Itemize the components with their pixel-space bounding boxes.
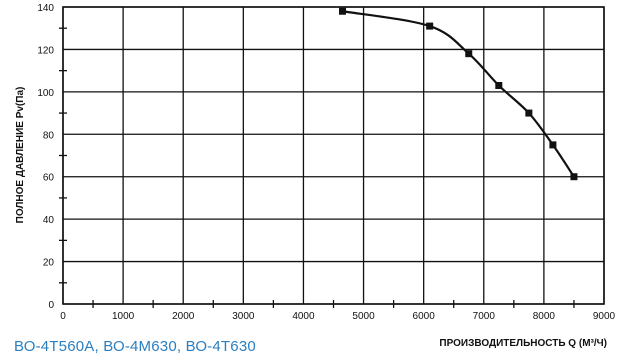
x-tick-label: 3000 bbox=[232, 311, 255, 322]
x-tick-label: 9000 bbox=[593, 311, 616, 322]
grid-lines bbox=[62, 6, 605, 305]
x-tick-label: 2000 bbox=[172, 311, 195, 322]
y-tick-label: 60 bbox=[43, 173, 55, 184]
x-tick-label: 6000 bbox=[413, 311, 436, 322]
y-tick-label: 0 bbox=[48, 300, 54, 311]
x-tick-labels: 0 1000 2000 3000 4000 5000 6000 7000 8000 9000 bbox=[60, 311, 615, 322]
x-tick-label: 7000 bbox=[473, 311, 496, 322]
y-tick-label: 120 bbox=[37, 45, 54, 56]
y-tick-label: 40 bbox=[43, 215, 55, 226]
model-caption: ВО-4Т560А, ВО-4М630, ВО-4Т630 bbox=[14, 338, 256, 355]
axes bbox=[59, 6, 605, 308]
data-point-marker bbox=[426, 22, 434, 30]
data-point-marker bbox=[339, 7, 347, 15]
x-tick-label: 5000 bbox=[352, 311, 375, 322]
y-tick-labels: 0 20 40 60 80 100 120 140 bbox=[37, 3, 54, 311]
data-point-marker bbox=[495, 81, 503, 89]
data-point-marker bbox=[549, 141, 557, 149]
y-axis-title: ПОЛНОЕ ДАВЛЕНИЕ Pv(Па) bbox=[15, 87, 26, 224]
plot-border bbox=[62, 6, 605, 305]
data-point-marker bbox=[525, 109, 533, 117]
x-tick-label: 1000 bbox=[112, 311, 135, 322]
x-tick-label: 4000 bbox=[292, 311, 315, 322]
y-tick-label: 100 bbox=[37, 88, 54, 99]
series-line bbox=[342, 10, 575, 178]
y-tick-label: 140 bbox=[37, 3, 54, 14]
y-tick-label: 80 bbox=[43, 130, 55, 141]
series-layer bbox=[339, 7, 578, 181]
data-point-marker bbox=[570, 173, 578, 181]
data-point-marker bbox=[465, 50, 473, 58]
y-tick-label: 20 bbox=[43, 258, 55, 269]
x-axis-title: ПРОИЗВОДИТЕЛЬНОСТЬ Q (М³/Ч) bbox=[439, 338, 607, 349]
x-tick-label: 0 bbox=[60, 311, 66, 322]
x-tick-label: 8000 bbox=[533, 311, 556, 322]
